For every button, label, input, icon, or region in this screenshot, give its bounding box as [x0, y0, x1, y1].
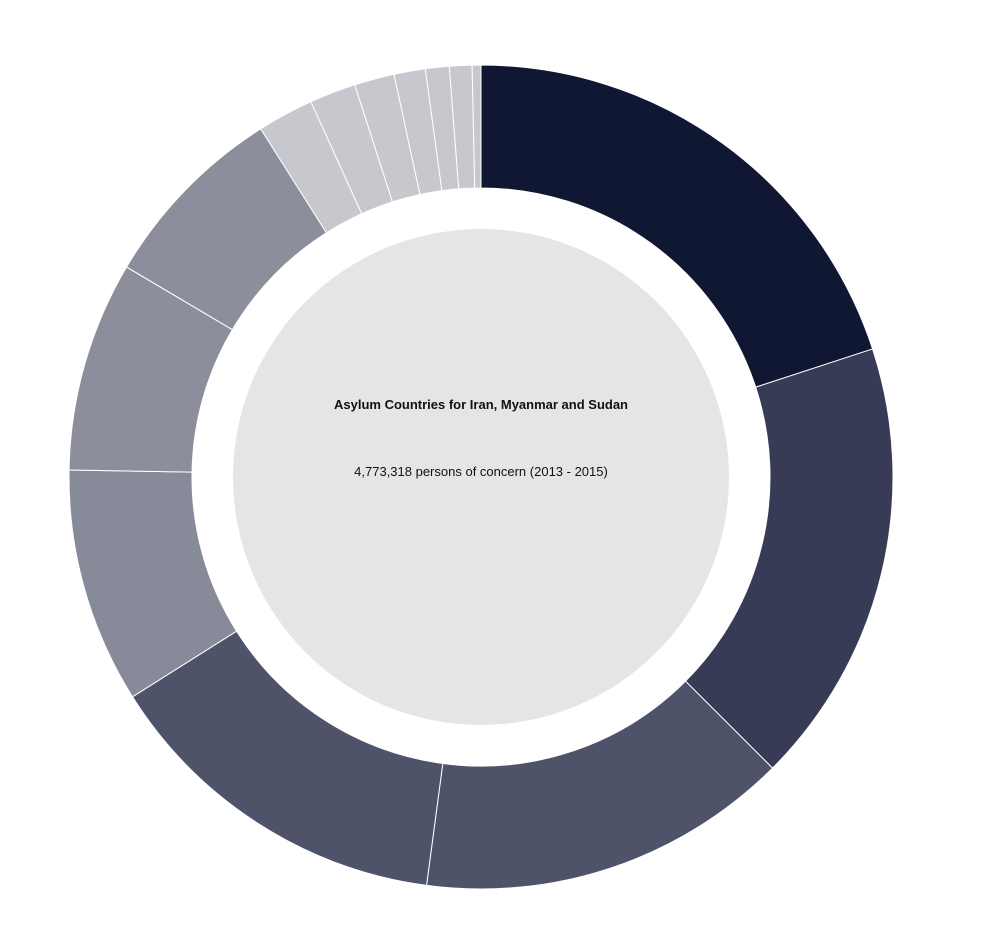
donut-slice-1[interactable]: [480, 64, 874, 388]
chart-subtitle: 4,773,318 persons of concern (2013 - 201…: [354, 464, 608, 479]
donut-slices: [68, 64, 894, 890]
donut-slice-14[interactable]: [471, 64, 482, 189]
chart-title: Asylum Countries for Iran, Myanmar and S…: [334, 397, 628, 412]
center-disc: [233, 229, 729, 725]
